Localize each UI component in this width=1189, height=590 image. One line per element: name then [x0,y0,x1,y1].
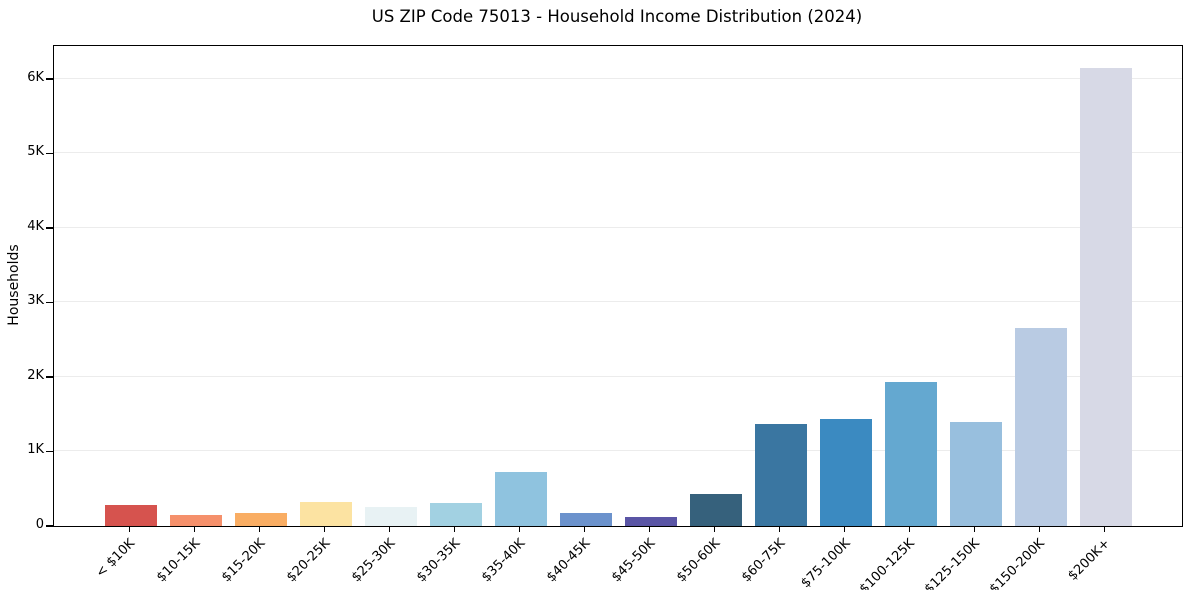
x-tick-mark [648,526,651,532]
bar-slot [683,46,748,526]
x-tick-mark [1038,526,1041,532]
x-tick-label: $15-20K [218,535,269,585]
y-tick-label: 1K [27,442,44,458]
x-axis-tick-labels: < $10K $10-15K $15-20K $20-25K $25-30K $30-35… [53,526,1181,590]
bar-$50-60K [689,493,742,526]
bar-$40-45K [559,512,612,526]
bar-slot [228,46,293,526]
x-tick-mark [843,526,846,532]
y-tick-label: 4K [27,218,44,234]
x-tick-mark [908,526,911,532]
y-tick-mark [46,227,53,229]
x-tick-mark [973,526,976,532]
bar-$125-150K [949,422,1002,526]
y-tick-mark [46,450,53,453]
gridline [54,226,1182,228]
bar-slot [618,46,683,526]
gridline [54,301,1182,303]
y-tick-mark [46,78,53,80]
bar-slot [748,46,813,526]
x-tick-mark [1103,526,1106,532]
x-tick-mark [323,526,326,532]
bar-$10-15K [169,514,222,526]
bar-< $10K [104,505,157,526]
bar-slot [423,46,488,526]
gridline [54,375,1182,377]
chart-title: US ZIP Code 75013 - Household Income Dis… [371,7,863,26]
y-tick-label: 0 [35,517,44,532]
bar-$30-35K [429,502,482,526]
bar-$100-125K [884,382,937,526]
x-tick-label: $60-75K [738,535,789,585]
x-tick-label: $100-125K [857,535,919,590]
x-tick-label: $50-60K [673,535,724,585]
x-tick-mark [193,526,196,532]
gridline [54,77,1182,79]
x-tick-label: < $10K [93,535,139,581]
x-tick-mark [518,526,521,532]
x-tick-label: $150-200K [987,535,1049,590]
y-tick-label: 3K [27,293,44,309]
x-tick-label: $30-35K [413,535,464,585]
x-tick-label: $35-40K [478,535,529,585]
bar-$75-100K [819,418,872,526]
x-tick-mark [713,526,716,532]
x-tick-label: $125-150K [922,535,984,590]
bar-slot [488,46,553,526]
x-tick-label: $20-25K [283,535,334,585]
bar-$45-50K [624,517,677,526]
bar-slot [163,46,228,526]
plot-area [46,45,1183,527]
bar-$15-20K [234,512,287,526]
bar-$150-200K [1014,327,1067,526]
bar-$25-30K [364,506,417,526]
bar-slot [813,46,878,526]
x-tick-label: $75-100K [798,535,854,590]
y-tick-mark [46,152,53,155]
y-tick-mark [46,525,53,527]
bar-series [98,46,1138,526]
x-tick-mark [388,526,391,532]
x-tick-label: $25-30K [348,535,399,585]
bar-slot [553,46,618,526]
x-tick-mark [453,526,456,532]
x-tick-label: $10-15K [153,535,204,585]
bar-$60-75K [754,423,807,526]
y-tick-label: 6K [27,69,44,85]
x-tick-label: $40-45K [543,535,594,585]
bar-slot [1008,46,1073,526]
y-tick-mark [46,376,53,378]
bar-$20-25K [299,502,352,526]
x-tick-mark [583,526,586,532]
bar-slot [943,46,1008,526]
y-axis-tick-labels: 0 1K 2K 3K 4K 5K 6K [0,45,44,532]
y-tick-label: 2K [27,367,44,383]
gridline [54,450,1182,452]
bar-$200K+ [1079,68,1132,526]
x-tick-mark [128,526,131,532]
bar-slot [293,46,358,526]
x-tick-label: $200K+ [1065,535,1114,584]
bar-slot [878,46,943,526]
y-tick-label: 5K [27,144,44,160]
gridline [54,152,1182,154]
y-tick-mark [46,301,53,304]
bar-slot [98,46,163,526]
bar-slot [1073,46,1138,526]
x-tick-label: $45-50K [608,535,659,585]
bar-slot [358,46,423,526]
x-tick-mark [778,526,781,532]
bar-$35-40K [494,471,547,526]
x-tick-mark [258,526,261,532]
